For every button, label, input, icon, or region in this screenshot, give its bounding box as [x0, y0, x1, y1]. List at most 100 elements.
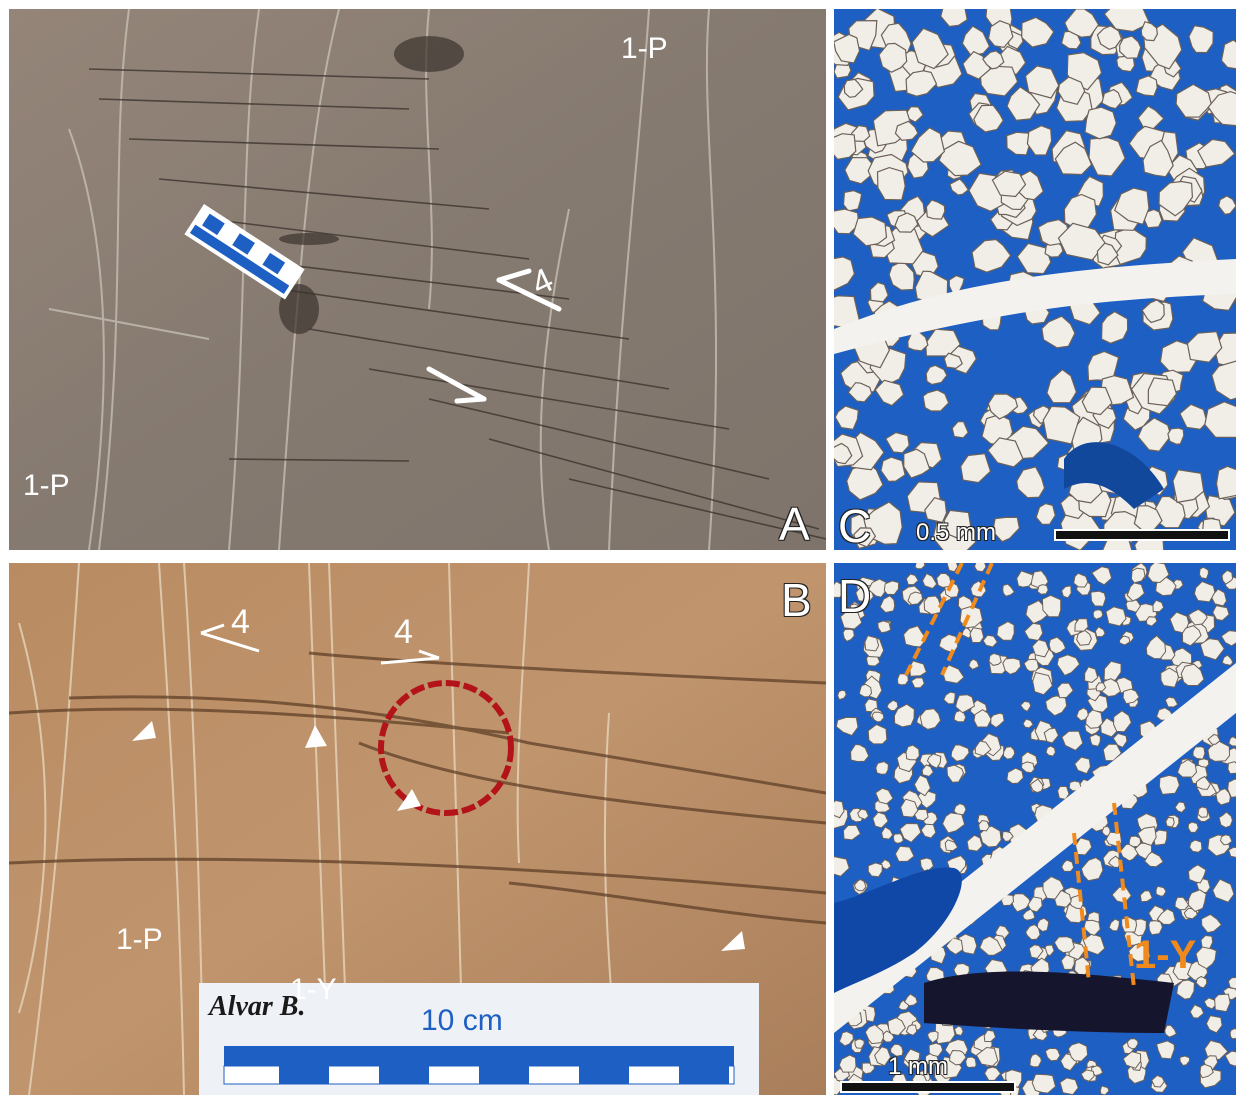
sand-grain [1198, 566, 1210, 580]
sand-grain [1212, 878, 1235, 903]
sand-grain [864, 635, 880, 652]
sand-grain [1165, 816, 1175, 828]
sand-grain [838, 1054, 857, 1073]
sand-grain [945, 937, 964, 955]
sand-grain [1059, 1077, 1079, 1095]
sand-grain [936, 572, 952, 588]
sand-grain [979, 935, 1004, 956]
panel-a-outcrop-photo: 1-P 1-P 4 A [9, 9, 826, 550]
sand-grain [1090, 590, 1107, 607]
sand-grain [1128, 942, 1151, 963]
sand-grain [1221, 569, 1234, 585]
panel-b-arrow-number-right: 4 [394, 613, 413, 651]
sand-grain [1137, 826, 1157, 847]
sand-grain [850, 124, 871, 142]
sand-grain [971, 238, 1012, 273]
sand-grain [955, 694, 976, 714]
sand-grain [965, 1056, 977, 1069]
sand-grain [1118, 635, 1131, 646]
panel-b-pointer-arrows [132, 721, 745, 951]
sand-grain [1053, 936, 1075, 954]
sand-grain [1227, 846, 1236, 858]
sand-grain [1020, 761, 1035, 774]
sand-grain [1229, 1027, 1236, 1040]
sand-grain [922, 389, 950, 412]
sand-grain [874, 1046, 892, 1067]
sand-grain [905, 744, 920, 761]
sand-grain [1113, 187, 1150, 226]
sand-grain [1022, 908, 1036, 921]
sand-grain [1089, 733, 1101, 747]
sand-grain [919, 708, 942, 730]
sand-grain [1080, 857, 1104, 882]
sand-grain [1176, 759, 1198, 778]
sand-grain [867, 578, 888, 598]
sand-grain [1187, 821, 1199, 833]
panel-a-letter: A [779, 498, 810, 550]
sand-grain [1195, 775, 1211, 790]
sand-grain [983, 1029, 997, 1043]
sand-grain [988, 652, 1002, 666]
sand-grain [1006, 767, 1024, 785]
sand-grain [1015, 466, 1046, 499]
sand-grain [1084, 666, 1099, 683]
sand-grain [987, 393, 1019, 420]
sand-grain [1095, 682, 1107, 692]
sand-grain [1036, 917, 1050, 933]
sand-grain [849, 603, 861, 614]
sand-grain [842, 628, 855, 642]
sand-grain [1119, 35, 1142, 59]
sand-grain [921, 764, 934, 777]
sand-grain [1074, 837, 1093, 856]
panel-c-scale-bar [1054, 529, 1230, 541]
sand-grain [974, 740, 992, 757]
sand-grain [913, 808, 929, 822]
sand-grain [886, 699, 899, 712]
sand-grain [1042, 405, 1081, 445]
sand-grain [1122, 1051, 1142, 1069]
sand-grain [857, 808, 870, 820]
sand-grain [1096, 242, 1119, 266]
sand-grain [1156, 908, 1176, 925]
sand-grain [1195, 975, 1208, 989]
sand-grain [973, 104, 1004, 133]
sand-grain [1122, 688, 1140, 705]
sand-grain [1126, 1038, 1139, 1050]
sand-grain [940, 9, 968, 28]
sand-grain [1145, 616, 1158, 627]
sand-grain [834, 133, 857, 160]
sand-grain [953, 803, 967, 817]
sand-grain [1224, 1050, 1236, 1067]
sand-grain [1085, 709, 1104, 729]
sand-grain [844, 156, 879, 185]
sand-grain [1174, 896, 1190, 911]
sand-grain [835, 716, 859, 737]
sand-grain [869, 281, 889, 303]
sand-grain [928, 1042, 944, 1058]
sand-grain [1041, 594, 1062, 618]
sand-grain [1036, 584, 1049, 595]
panel-b-arrow-number-left: 4 [231, 603, 250, 641]
panel-a-unit-label-top: 1-P [621, 32, 668, 65]
panel-d-scale-label: 1 mm [888, 1053, 948, 1080]
sand-grain [1211, 360, 1236, 401]
sand-grain [1140, 20, 1159, 42]
sand-grain [850, 743, 870, 763]
sand-grain [943, 352, 963, 370]
sand-grain [1083, 919, 1101, 936]
sand-grain [960, 452, 992, 484]
sand-grain [1075, 707, 1089, 722]
sand-grain [925, 199, 946, 220]
panel-b-outcrop-photo: 4 4 1-P 1-Y Alvar B. 10 cm B [9, 563, 826, 1095]
sand-grain [1215, 788, 1231, 806]
sand-grain [1112, 732, 1128, 749]
sand-grain [1181, 625, 1202, 647]
sand-grain [950, 744, 970, 762]
sand-grain [1022, 718, 1034, 729]
sand-grain [871, 711, 885, 723]
sand-grain [1021, 16, 1055, 48]
sand-grain [1155, 885, 1167, 897]
sand-grain [926, 753, 942, 769]
sand-grain [872, 811, 889, 829]
sand-grain [987, 20, 1014, 49]
